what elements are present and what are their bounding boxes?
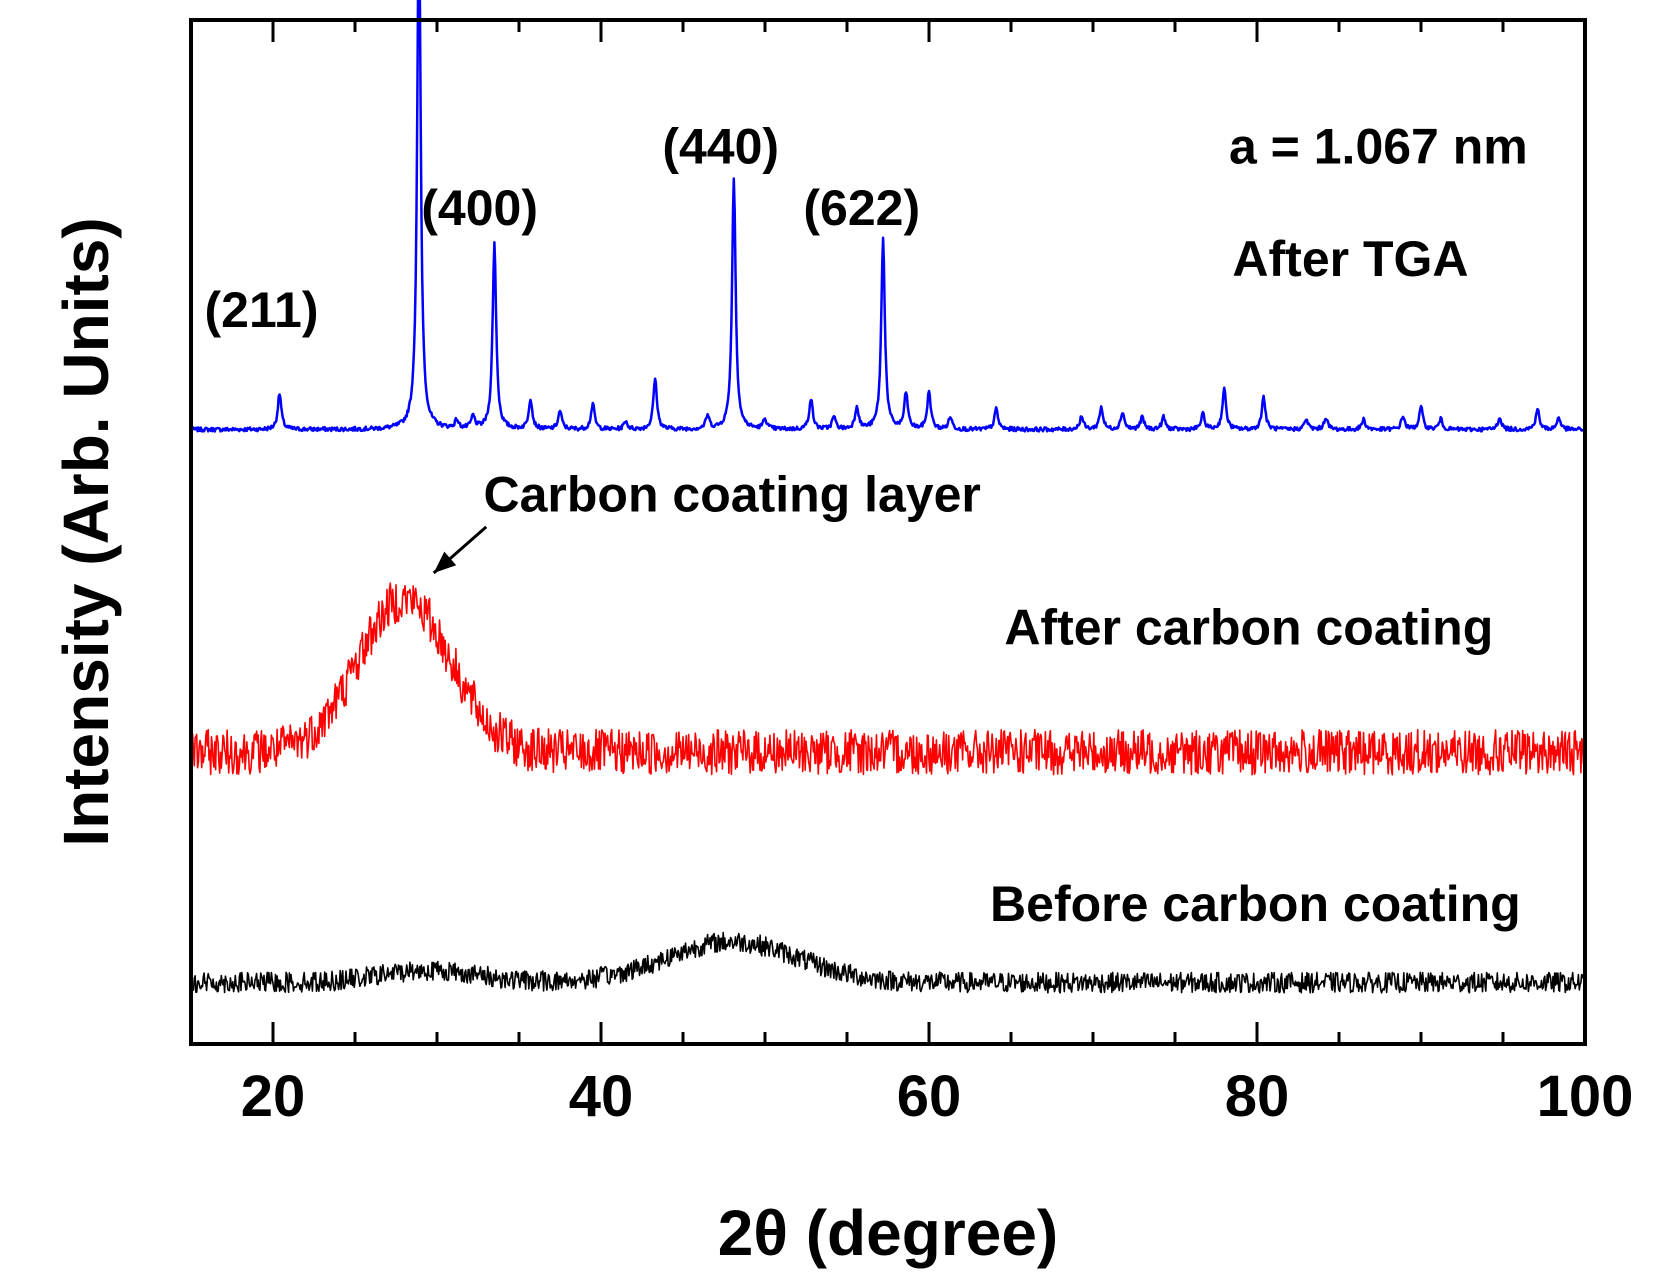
x-ticks: 20 40 60 80 100 [189,20,1634,1129]
annotations: (211)(222)(400)(440)(622)a = 1.067 nmAft… [205,118,1528,932]
annotation-622: (622) [803,180,920,236]
x-tick-label-20: 20 [241,1064,306,1129]
annotation-400: (400) [421,180,538,236]
annotation-211: (211) [205,282,319,338]
series-line-after-carbon-coating [190,582,1586,776]
y-axis-title: Intensity (Arb. Units) [50,217,122,846]
annotation-before-carbon-coating: Before carbon coating [990,876,1521,932]
arrow-head [433,551,457,573]
series-line-after-tga [189,0,1586,433]
plot-frame [189,18,1587,1046]
x-tick-label-40: 40 [569,1064,634,1129]
annotation-after-carbon-coating: After carbon coating [1004,600,1493,656]
annotation-carbon-coating-layer: Carbon coating layer [484,467,981,523]
annotation-after-tga: After TGA [1232,231,1468,287]
annotation-440: (440) [662,118,779,174]
x-tick-label-80: 80 [1225,1064,1290,1129]
x-tick-label-100: 100 [1537,1064,1634,1129]
series-layer [189,0,1586,994]
series-line-before-carbon-coating [190,931,1586,994]
x-axis-title: 2θ (degree) [718,1197,1058,1269]
annotation-a-1-067-nm: a = 1.067 nm [1229,118,1528,174]
x-tick-label-60: 60 [897,1064,962,1129]
